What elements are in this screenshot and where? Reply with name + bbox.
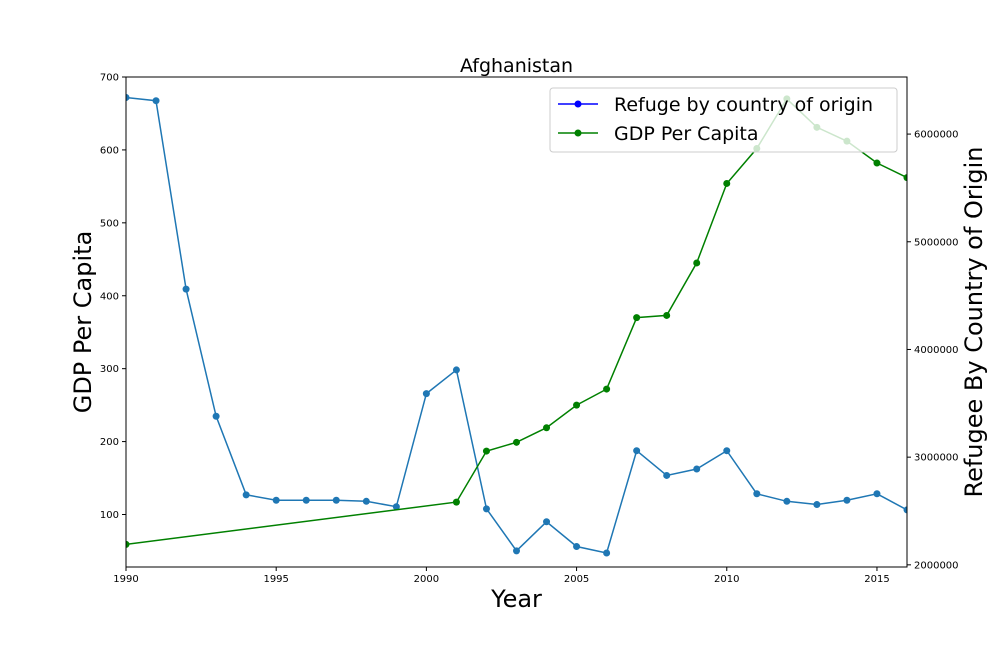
chart-title: Afghanistan <box>460 55 573 77</box>
x-axis-title: Year <box>490 585 542 613</box>
data-point <box>633 314 641 322</box>
y-left-tick-label: 700 <box>100 73 119 84</box>
data-point <box>873 159 881 167</box>
legend-box <box>549 87 898 153</box>
data-point <box>126 540 130 548</box>
data-point <box>182 285 190 293</box>
y-right-axis-title: Refugee By Country of Origin <box>960 147 988 498</box>
data-point <box>513 547 520 555</box>
data-point <box>212 412 220 420</box>
x-tick-label: 2010 <box>714 574 739 585</box>
y-left-tick-label: 200 <box>100 437 119 448</box>
data-point <box>663 471 671 479</box>
legend-label: GDP Per Capita <box>614 123 759 145</box>
y-right-tick-label: 4000000 <box>914 345 959 356</box>
y-left-tick-label: 600 <box>100 145 119 156</box>
data-point <box>573 401 581 409</box>
y-left-tick-label: 400 <box>100 291 119 302</box>
x-tick-label: 2015 <box>864 574 889 585</box>
data-point <box>723 447 731 455</box>
data-point <box>302 496 310 504</box>
data-point <box>392 503 400 511</box>
data-point <box>272 496 280 504</box>
data-point <box>513 438 520 446</box>
data-point <box>242 491 250 499</box>
legend-marker-swatch <box>574 100 582 108</box>
data-point <box>126 93 130 101</box>
ticks-layer: 1990 1995 2000 2005 2010 2015 100 200 300 400 500 6… <box>100 73 959 586</box>
data-point <box>843 496 851 504</box>
x-tick-label: 1995 <box>263 574 288 585</box>
data-point <box>783 497 791 505</box>
legend-marker-swatch <box>574 129 582 137</box>
y-left-tick-label: 100 <box>100 510 119 521</box>
series-blue <box>126 93 907 557</box>
x-tick-label: 2005 <box>564 574 589 585</box>
y-right-tick-label: 3000000 <box>914 453 959 464</box>
y-left-tick-label: 500 <box>100 218 119 229</box>
y-right-tick-label: 5000000 <box>914 237 959 248</box>
y-right-tick-label: 2000000 <box>914 560 959 571</box>
data-point <box>603 385 611 393</box>
data-point <box>422 390 430 398</box>
data-point <box>543 518 551 526</box>
x-tick-label: 1990 <box>113 574 138 585</box>
legend-entry: Refuge by country of origin <box>558 94 873 116</box>
data-point <box>152 97 160 105</box>
plot-frame <box>125 76 908 568</box>
data-point <box>723 179 731 187</box>
data-point <box>362 497 370 505</box>
data-point <box>693 465 701 473</box>
data-point <box>482 505 490 513</box>
legend-label: Refuge by country of origin <box>614 94 873 116</box>
data-point <box>753 490 761 498</box>
data-point <box>452 498 460 506</box>
data-point <box>452 366 460 374</box>
y-left-axis-title: GDP Per Capita <box>69 231 97 414</box>
data-point <box>573 543 581 551</box>
data-point <box>903 174 907 182</box>
data-point <box>813 501 821 509</box>
legend-entries: Refuge by country of origin GDP Per Capit… <box>558 94 873 145</box>
data-point <box>332 496 340 504</box>
data-point <box>663 311 671 319</box>
data-point <box>633 447 641 455</box>
data-point <box>873 490 881 498</box>
x-tick-label: 2000 <box>414 574 439 585</box>
y-left-tick-label: 300 <box>100 364 119 375</box>
data-point <box>482 447 490 455</box>
data-point <box>693 259 701 267</box>
data-point <box>543 424 551 432</box>
legend-entry: GDP Per Capita <box>558 123 759 145</box>
data-point <box>603 549 611 557</box>
legend: Refuge by country of origin GDP Per Capit… <box>549 87 898 153</box>
data-point <box>903 506 907 514</box>
y-right-tick-label: 6000000 <box>914 130 959 141</box>
